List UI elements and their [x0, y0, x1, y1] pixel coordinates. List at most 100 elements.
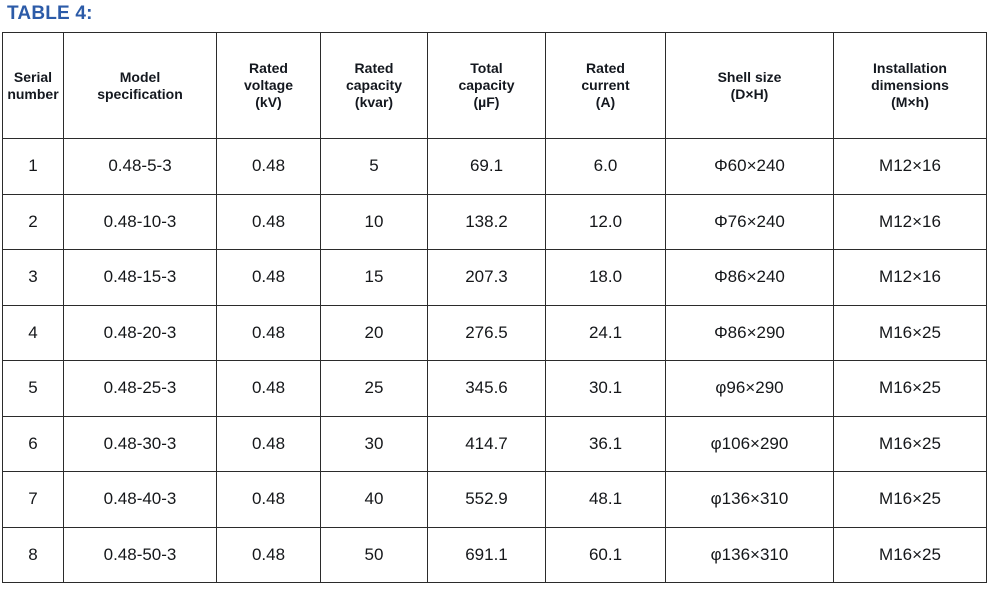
- cell-install: M16×25: [833, 415, 987, 472]
- cell-serial: 6: [2, 415, 64, 472]
- cell-current: 60.1: [545, 526, 666, 583]
- cell-shell: φ96×290: [665, 360, 834, 417]
- cell-voltage: 0.48: [216, 360, 321, 417]
- cell-voltage: 0.48: [216, 249, 321, 306]
- column-header-shell-size-unit: (D×H): [730, 85, 769, 102]
- cell-capacity: 15: [320, 249, 428, 306]
- column-header-rated-current-line1: Rated: [586, 60, 625, 76]
- table-row: 4 0.48-20-3 0.48 20 276.5 24.1 Φ86×290 M…: [2, 304, 987, 361]
- column-header-total-capacity-line1: Total: [470, 60, 503, 76]
- column-header-rated-current-line2: current: [581, 77, 630, 93]
- column-header-serial-line1: Serial: [13, 68, 53, 85]
- column-header-rated-current: Rated current (A): [545, 32, 666, 139]
- cell-shell: Φ60×240: [665, 138, 834, 195]
- cell-current: 24.1: [545, 304, 666, 361]
- cell-voltage: 0.48: [216, 304, 321, 361]
- column-header-total-capacity-line2: capacity: [458, 77, 515, 93]
- column-header-total-capacity: Total capacity (µF): [427, 32, 546, 139]
- column-header-rated-voltage-line2: voltage: [243, 77, 293, 93]
- cell-serial: 5: [2, 360, 64, 417]
- column-header-serial-line2: number: [7, 85, 59, 102]
- column-header-installation-dimensions-line2: dimensions: [871, 77, 949, 93]
- cell-shell: Φ86×290: [665, 304, 834, 361]
- table-caption: TABLE 4:: [7, 3, 93, 24]
- column-header-rated-capacity-line2: capacity: [345, 77, 403, 93]
- cell-capacity: 10: [320, 193, 428, 250]
- column-header-installation-dimensions-line1: Installation: [873, 60, 947, 76]
- table-header: Serial number Model specification Rated …: [2, 32, 987, 139]
- cell-model: 0.48-40-3: [63, 471, 217, 528]
- cell-install: M12×16: [833, 138, 987, 195]
- column-header-model-line2: specification: [97, 85, 183, 102]
- cell-current: 36.1: [545, 415, 666, 472]
- column-header-rated-current-unit: (A): [595, 94, 616, 110]
- cell-voltage: 0.48: [216, 471, 321, 528]
- cell-serial: 3: [2, 249, 64, 306]
- column-header-installation-dimensions-unit: (M×h): [891, 94, 929, 110]
- cell-total: 345.6: [427, 360, 546, 417]
- cell-serial: 8: [2, 526, 64, 583]
- cell-shell: φ136×310: [665, 471, 834, 528]
- cell-model: 0.48-25-3: [63, 360, 217, 417]
- cell-capacity: 30: [320, 415, 428, 472]
- cell-voltage: 0.48: [216, 415, 321, 472]
- cell-install: M12×16: [833, 249, 987, 306]
- column-header-serial: Serial number: [2, 32, 64, 139]
- cell-model: 0.48-10-3: [63, 193, 217, 250]
- cell-total: 69.1: [427, 138, 546, 195]
- cell-current: 48.1: [545, 471, 666, 528]
- cell-voltage: 0.48: [216, 526, 321, 583]
- cell-capacity: 25: [320, 360, 428, 417]
- table-body: 1 0.48-5-3 0.48 5 69.1 6.0 Φ60×240 M12×1…: [2, 138, 987, 583]
- column-header-rated-voltage: Rated voltage (kV): [216, 32, 321, 139]
- table-row: 8 0.48-50-3 0.48 50 691.1 60.1 φ136×310 …: [2, 526, 987, 583]
- cell-total: 414.7: [427, 415, 546, 472]
- cell-shell: φ106×290: [665, 415, 834, 472]
- cell-shell: Φ76×240: [665, 193, 834, 250]
- table-row: 3 0.48-15-3 0.48 15 207.3 18.0 Φ86×240 M…: [2, 249, 987, 306]
- cell-serial: 1: [2, 138, 64, 195]
- cell-serial: 7: [2, 471, 64, 528]
- cell-install: M16×25: [833, 304, 987, 361]
- cell-total: 691.1: [427, 526, 546, 583]
- cell-current: 6.0: [545, 138, 666, 195]
- column-header-rated-voltage-line1: Rated: [249, 60, 288, 76]
- cell-serial: 4: [2, 304, 64, 361]
- cell-install: M16×25: [833, 471, 987, 528]
- table-row: 1 0.48-5-3 0.48 5 69.1 6.0 Φ60×240 M12×1…: [2, 138, 987, 195]
- cell-capacity: 40: [320, 471, 428, 528]
- cell-total: 276.5: [427, 304, 546, 361]
- table-row: 5 0.48-25-3 0.48 25 345.6 30.1 φ96×290 M…: [2, 360, 987, 417]
- capacitor-specification-table: Serial number Model specification Rated …: [2, 32, 987, 583]
- cell-voltage: 0.48: [216, 193, 321, 250]
- cell-model: 0.48-30-3: [63, 415, 217, 472]
- column-header-rated-capacity-unit: (kvar): [354, 94, 394, 110]
- cell-model: 0.48-15-3: [63, 249, 217, 306]
- cell-total: 138.2: [427, 193, 546, 250]
- table-row: 6 0.48-30-3 0.48 30 414.7 36.1 φ106×290 …: [2, 415, 987, 472]
- cell-total: 207.3: [427, 249, 546, 306]
- cell-install: M12×16: [833, 193, 987, 250]
- column-header-model: Model specification: [63, 32, 217, 139]
- cell-model: 0.48-5-3: [63, 138, 217, 195]
- column-header-shell-size: Shell size (D×H): [665, 32, 834, 139]
- cell-capacity: 20: [320, 304, 428, 361]
- cell-shell: Φ86×240: [665, 249, 834, 306]
- cell-capacity: 5: [320, 138, 428, 195]
- table-row: 7 0.48-40-3 0.48 40 552.9 48.1 φ136×310 …: [2, 471, 987, 528]
- cell-voltage: 0.48: [216, 138, 321, 195]
- cell-shell: φ136×310: [665, 526, 834, 583]
- table-header-row: Serial number Model specification Rated …: [2, 32, 987, 139]
- column-header-rated-capacity: Rated capacity (kvar): [320, 32, 428, 139]
- cell-model: 0.48-20-3: [63, 304, 217, 361]
- cell-model: 0.48-50-3: [63, 526, 217, 583]
- cell-install: M16×25: [833, 360, 987, 417]
- cell-total: 552.9: [427, 471, 546, 528]
- cell-capacity: 50: [320, 526, 428, 583]
- column-header-installation-dimensions: Installation dimensions (M×h): [833, 32, 987, 139]
- column-header-model-line1: Model: [119, 68, 161, 85]
- cell-current: 30.1: [545, 360, 666, 417]
- cell-serial: 2: [2, 193, 64, 250]
- column-header-total-capacity-unit: (µF): [473, 94, 500, 110]
